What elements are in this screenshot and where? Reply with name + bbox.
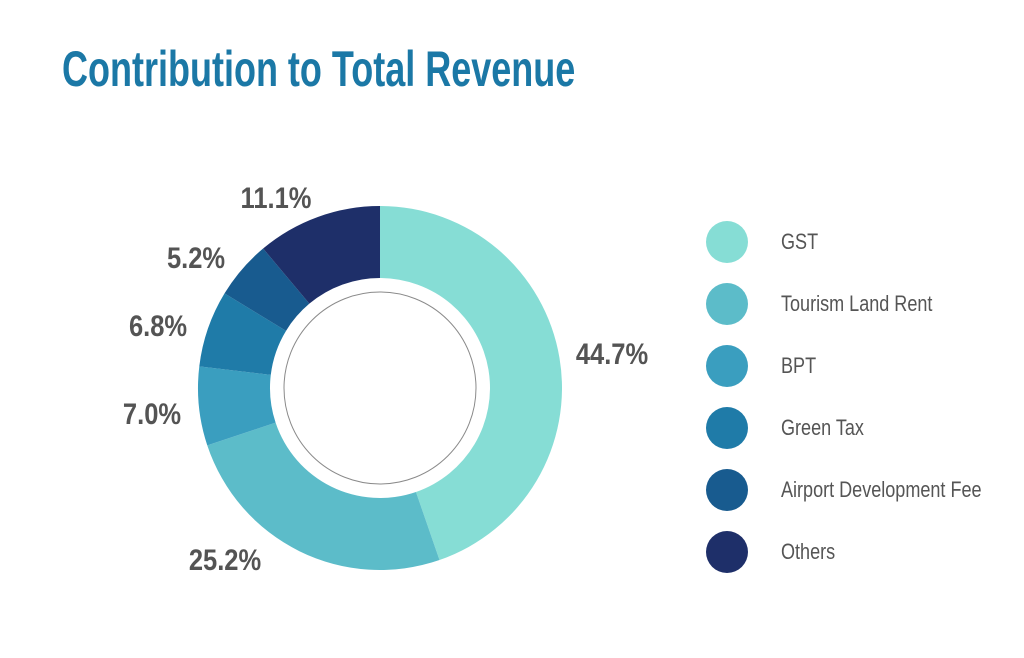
data-label-airport-development-fee: 5.2% xyxy=(167,241,225,274)
data-label-others: 11.1% xyxy=(241,181,312,214)
legend-swatch xyxy=(706,221,748,263)
slice-gst xyxy=(380,206,562,561)
slice-green-tax xyxy=(199,293,287,375)
slice-airport-development-fee xyxy=(224,248,310,331)
data-label-bpt: 7.0% xyxy=(123,397,181,430)
legend-swatch xyxy=(706,531,748,573)
legend-item-green-tax: Green Tax xyxy=(706,406,1006,450)
legend-label: Green Tax xyxy=(781,415,864,440)
legend-swatch xyxy=(706,407,748,449)
legend-swatch xyxy=(706,469,748,511)
legend-label: Airport Development Fee xyxy=(781,477,982,502)
legend-item-gst: GST xyxy=(706,220,1006,264)
slice-bpt xyxy=(198,366,276,446)
slice-tourism-land-rent xyxy=(207,422,440,570)
legend-item-others: Others xyxy=(706,530,1006,574)
chart-title: Contribution to Total Revenue xyxy=(62,41,576,97)
slice-others xyxy=(263,206,380,304)
legend-swatch xyxy=(706,283,748,325)
data-label-green-tax: 6.8% xyxy=(129,309,187,342)
legend-label: GST xyxy=(781,229,819,254)
legend-item-bpt: BPT xyxy=(706,344,1006,388)
data-label-gst: 44.7% xyxy=(576,337,649,370)
legend-swatch xyxy=(706,345,748,387)
legend-label: BPT xyxy=(781,353,817,378)
legend-item-tourism-land-rent: Tourism Land Rent xyxy=(706,282,1006,326)
legend-label: Tourism Land Rent xyxy=(781,291,933,316)
legend-item-airport-development-fee: Airport Development Fee xyxy=(706,468,1006,512)
data-label-tourism-land-rent: 25.2% xyxy=(189,543,262,576)
donut-inner-ring xyxy=(283,291,477,485)
legend-label: Others xyxy=(781,539,836,564)
